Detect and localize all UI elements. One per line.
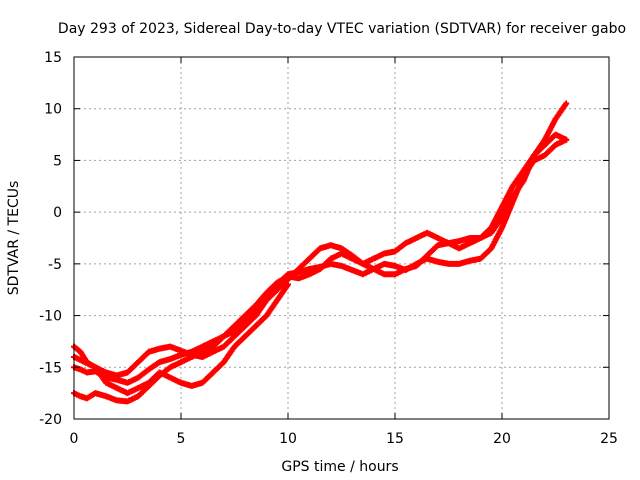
data-point [285, 281, 291, 288]
y-tick-label: -10 [39, 309, 62, 325]
y-tick-label: 0 [53, 205, 62, 221]
x-tick-label: 0 [70, 431, 79, 447]
y-tick-label: 10 [44, 102, 62, 118]
x-tick-label: 15 [386, 431, 404, 447]
y-tick-label: 5 [53, 153, 62, 169]
y-tick-label: 15 [44, 50, 62, 66]
data-point [563, 136, 570, 143]
x-tick-label: 25 [600, 431, 618, 447]
x-tick-label: 20 [493, 431, 511, 447]
x-axis-label: GPS time / hours [281, 459, 398, 475]
grid-lines [74, 57, 609, 419]
plot-frame [73, 56, 610, 420]
chart-title: Day 293 of 2023, Sidereal Day-to-day VTE… [58, 21, 626, 37]
x-tick-label: 5 [177, 431, 186, 447]
y-axis-label: SDTVAR / TECUs [6, 181, 22, 296]
axis-ticks: 0 5 10 15 20 25 15 10 5 0 -5 -10 -15 -20 [39, 50, 618, 447]
data-point [563, 100, 570, 107]
data-points [71, 100, 570, 405]
y-tick-label: -20 [39, 412, 62, 428]
x-tick-label: 10 [279, 431, 297, 447]
y-tick-label: -5 [48, 257, 62, 273]
y-tick-label: -15 [39, 360, 62, 376]
